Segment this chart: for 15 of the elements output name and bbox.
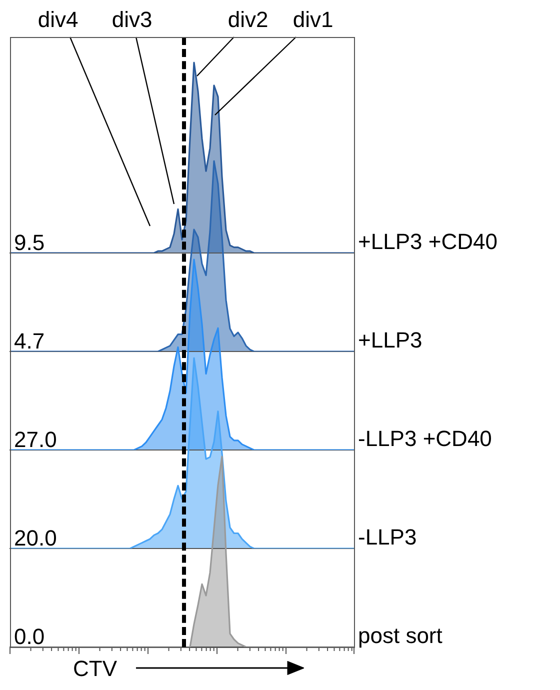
annotation: 20.0 bbox=[14, 526, 57, 550]
annotation: 27.0 bbox=[14, 427, 57, 452]
series-label: -LLP3 +CD40 bbox=[358, 426, 492, 451]
text: div2 bbox=[228, 7, 268, 32]
x-axis-title: CTV bbox=[73, 656, 118, 682]
series-label: +LLP3 +CD40 bbox=[358, 229, 498, 254]
text: div1 bbox=[292, 7, 334, 32]
annotation: 4.7 bbox=[14, 328, 45, 354]
text: div3 bbox=[112, 7, 152, 32]
series-label: post sort bbox=[358, 623, 442, 648]
annotation: 9.5 bbox=[14, 230, 45, 255]
text: div4 bbox=[38, 7, 78, 32]
series-label: -LLP3 bbox=[358, 524, 417, 550]
annotation: 0.0 bbox=[14, 624, 45, 649]
series-label: +LLP3 bbox=[358, 328, 422, 352]
